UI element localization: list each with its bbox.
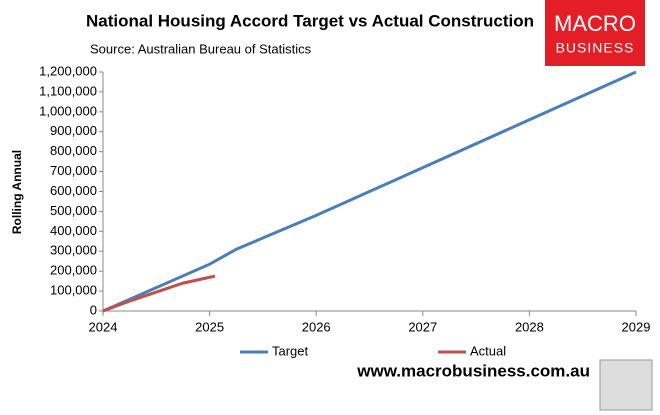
- y-axis-label: Rolling Annual: [10, 150, 24, 234]
- x-tick-label: 2027: [408, 319, 437, 334]
- x-tick-label: 2029: [622, 319, 651, 334]
- logo-bottom: BUSINESS: [556, 40, 635, 56]
- x-tick-label: 2025: [195, 319, 224, 334]
- chart-subtitle: Source: Australian Bureau of Statistics: [90, 41, 312, 56]
- fox-logo: [599, 359, 653, 411]
- y-tick-label: 200,000: [50, 263, 97, 278]
- x-tick-label: 2026: [302, 319, 331, 334]
- y-tick-label: 400,000: [50, 223, 97, 238]
- y-tick-label: 600,000: [50, 183, 97, 198]
- logo-top: MACRO: [554, 11, 636, 36]
- y-tick-label: 1,000,000: [39, 103, 97, 118]
- y-tick-label: 300,000: [50, 243, 97, 258]
- y-tick-label: 1,200,000: [39, 63, 97, 78]
- y-tick-label: 100,000: [50, 283, 97, 298]
- y-tick-label: 900,000: [50, 123, 97, 138]
- x-tick-label: 2024: [89, 319, 118, 334]
- logo-box: [545, 0, 645, 66]
- y-tick-label: 700,000: [50, 163, 97, 178]
- chart-title: National Housing Accord Target vs Actual…: [86, 11, 534, 30]
- series-line: [102, 70, 637, 313]
- series-line: [102, 274, 216, 313]
- y-tick-label: 1,100,000: [39, 83, 97, 98]
- legend-label: Target: [272, 343, 309, 358]
- footer: www.macrobusiness.com.au: [356, 361, 590, 380]
- legend-label: Actual: [470, 343, 506, 358]
- y-tick-label: 0: [90, 302, 97, 317]
- x-tick-label: 2028: [515, 319, 544, 334]
- y-tick-label: 500,000: [50, 203, 97, 218]
- y-tick-label: 800,000: [50, 143, 97, 158]
